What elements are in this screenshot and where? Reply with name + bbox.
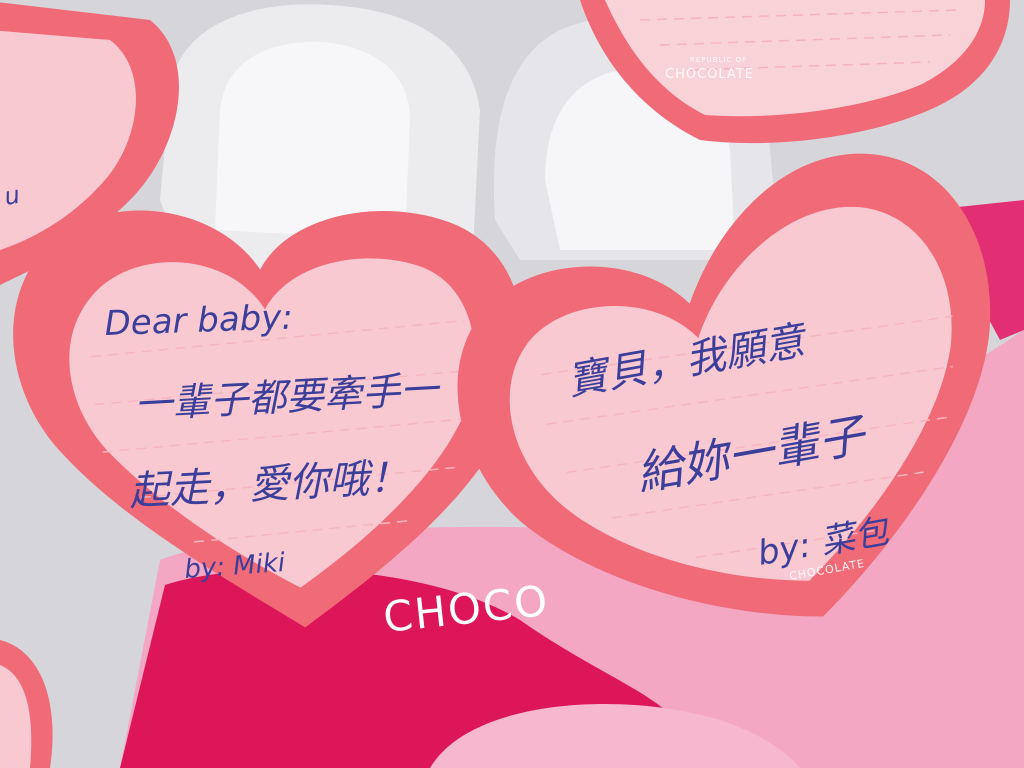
heart-left-inner — [69, 258, 475, 588]
left-note-line-4: by: Miki — [183, 548, 286, 585]
heart-right-inner — [509, 206, 952, 581]
heart-left — [13, 210, 524, 628]
grey-tag-left-hole — [215, 41, 410, 240]
heart-left-lines — [90, 319, 478, 543]
left-note-line-1: Dear baby: — [104, 297, 294, 344]
heart-top-left-inner — [0, 30, 136, 250]
heart-top-right-inner — [605, 0, 985, 117]
backdrop-pink-lower — [430, 703, 800, 768]
top-right-brand-top: REPUBLIC OF — [690, 56, 747, 64]
top-right-heart-lines — [639, 9, 961, 71]
top-left-note-fragment: u — [2, 181, 22, 211]
heart-right — [457, 153, 991, 617]
heart-right-lines — [541, 315, 953, 559]
heart-bottom-left-inner — [0, 665, 32, 768]
top-right-brand: CHOCOLATE — [665, 67, 754, 82]
